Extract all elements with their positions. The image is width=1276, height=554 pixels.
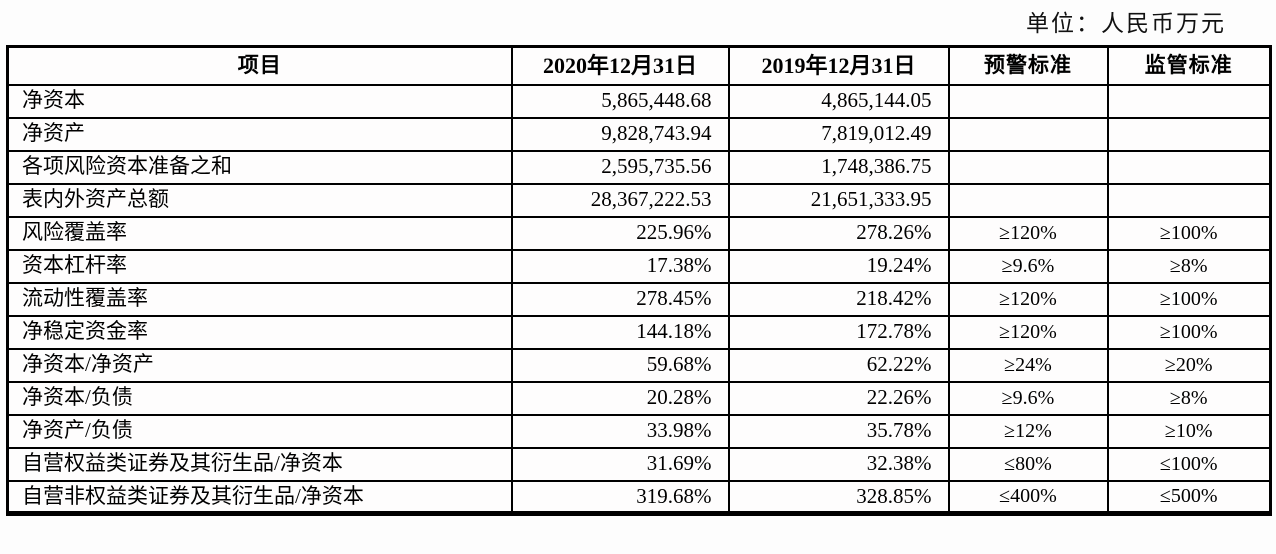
- regulatory-standard-cell: [1106, 149, 1272, 185]
- value-2020-cell: 9,828,743.94: [510, 116, 730, 152]
- item-cell: 各项风险资本准备之和: [6, 149, 513, 185]
- value-2020-cell: 59.68%: [510, 347, 730, 383]
- table-header-row: 项目 2020年12月31日 2019年12月31日 预警标准 监管标准: [6, 45, 1272, 86]
- item-cell: 净资本/负债: [6, 380, 513, 416]
- regulatory-standard-cell: ≥100%: [1106, 281, 1272, 317]
- table-body: 净资本 5,865,448.68 4,865,144.05 净资产 9,828,743.…: [6, 83, 1272, 515]
- item-cell: 资本杠杆率: [6, 248, 513, 284]
- value-2020-cell: 33.98%: [510, 413, 730, 449]
- value-2019-cell: 35.78%: [727, 413, 950, 449]
- table-row: 各项风险资本准备之和 2,595,735.56 1,748,386.75: [6, 149, 1272, 185]
- table-row: 风险覆盖率 225.96% 278.26% ≥120% ≥100%: [6, 215, 1272, 251]
- value-2020-cell: 319.68%: [510, 479, 730, 515]
- header-regulatory-standard: 监管标准: [1106, 45, 1272, 86]
- regulatory-standard-cell: ≥8%: [1106, 248, 1272, 284]
- value-2019-cell: 218.42%: [727, 281, 950, 317]
- value-2020-cell: 20.28%: [510, 380, 730, 416]
- item-cell: 表内外资产总额: [6, 182, 513, 218]
- header-warning-standard: 预警标准: [947, 45, 1109, 86]
- warning-standard-cell: ≥120%: [947, 314, 1109, 350]
- warning-standard-cell: [947, 182, 1109, 218]
- value-2019-cell: 328.85%: [727, 479, 950, 515]
- table-row: 净资本 5,865,448.68 4,865,144.05: [6, 83, 1272, 119]
- item-cell: 净稳定资金率: [6, 314, 513, 350]
- warning-standard-cell: ≤400%: [947, 479, 1109, 515]
- value-2020-cell: 5,865,448.68: [510, 83, 730, 119]
- table-row: 净资产 9,828,743.94 7,819,012.49: [6, 116, 1272, 152]
- item-cell: 净资本: [6, 83, 513, 119]
- value-2020-cell: 225.96%: [510, 215, 730, 251]
- risk-indicator-table: 项目 2020年12月31日 2019年12月31日 预警标准 监管标准 净资本…: [6, 45, 1272, 516]
- value-2019-cell: 4,865,144.05: [727, 83, 950, 119]
- warning-standard-cell: ≥12%: [947, 413, 1109, 449]
- item-cell: 风险覆盖率: [6, 215, 513, 251]
- value-2020-cell: 144.18%: [510, 314, 730, 350]
- table-row: 净资本/净资产 59.68% 62.22% ≥24% ≥20%: [6, 347, 1272, 383]
- warning-standard-cell: ≥9.6%: [947, 380, 1109, 416]
- item-cell: 自营权益类证券及其衍生品/净资本: [6, 446, 513, 482]
- warning-standard-cell: ≥9.6%: [947, 248, 1109, 284]
- table-row: 表内外资产总额 28,367,222.53 21,651,333.95: [6, 182, 1272, 218]
- regulatory-standard-cell: ≤500%: [1106, 479, 1272, 515]
- regulatory-standard-cell: ≥100%: [1106, 314, 1272, 350]
- unit-label: 单位：人民币万元: [1026, 10, 1226, 36]
- regulatory-standard-cell: ≥10%: [1106, 413, 1272, 449]
- value-2020-cell: 31.69%: [510, 446, 730, 482]
- value-2019-cell: 62.22%: [727, 347, 950, 383]
- warning-standard-cell: ≥24%: [947, 347, 1109, 383]
- header-item: 项目: [6, 45, 513, 86]
- value-2020-cell: 2,595,735.56: [510, 149, 730, 185]
- item-cell: 自营非权益类证券及其衍生品/净资本: [6, 479, 513, 515]
- value-2019-cell: 278.26%: [727, 215, 950, 251]
- regulatory-standard-cell: ≥8%: [1106, 380, 1272, 416]
- table-row: 自营非权益类证券及其衍生品/净资本 319.68% 328.85% ≤400% ≤500…: [6, 479, 1272, 515]
- warning-standard-cell: ≥120%: [947, 281, 1109, 317]
- value-2019-cell: 22.26%: [727, 380, 950, 416]
- value-2020-cell: 28,367,222.53: [510, 182, 730, 218]
- regulatory-standard-cell: [1106, 83, 1272, 119]
- value-2019-cell: 21,651,333.95: [727, 182, 950, 218]
- value-2020-cell: 17.38%: [510, 248, 730, 284]
- regulatory-standard-cell: ≥100%: [1106, 215, 1272, 251]
- regulatory-standard-cell: ≤100%: [1106, 446, 1272, 482]
- header-date-2019: 2019年12月31日: [727, 45, 950, 86]
- value-2019-cell: 7,819,012.49: [727, 116, 950, 152]
- table-row: 净稳定资金率 144.18% 172.78% ≥120% ≥100%: [6, 314, 1272, 350]
- table-row: 资本杠杆率 17.38% 19.24% ≥9.6% ≥8%: [6, 248, 1272, 284]
- table-row: 流动性覆盖率 278.45% 218.42% ≥120% ≥100%: [6, 281, 1272, 317]
- value-2019-cell: 172.78%: [727, 314, 950, 350]
- value-2020-cell: 278.45%: [510, 281, 730, 317]
- header-date-2020: 2020年12月31日: [510, 45, 730, 86]
- item-cell: 净资本/净资产: [6, 347, 513, 383]
- warning-standard-cell: [947, 149, 1109, 185]
- regulatory-standard-cell: [1106, 116, 1272, 152]
- item-cell: 净资产: [6, 116, 513, 152]
- value-2019-cell: 32.38%: [727, 446, 950, 482]
- regulatory-standard-cell: ≥20%: [1106, 347, 1272, 383]
- table-row: 净资产/负债 33.98% 35.78% ≥12% ≥10%: [6, 413, 1272, 449]
- value-2019-cell: 19.24%: [727, 248, 950, 284]
- regulatory-standard-cell: [1106, 182, 1272, 218]
- item-cell: 净资产/负债: [6, 413, 513, 449]
- table-row: 自营权益类证券及其衍生品/净资本 31.69% 32.38% ≤80% ≤100%: [6, 446, 1272, 482]
- warning-standard-cell: [947, 116, 1109, 152]
- value-2019-cell: 1,748,386.75: [727, 149, 950, 185]
- warning-standard-cell: ≤80%: [947, 446, 1109, 482]
- table-row: 净资本/负债 20.28% 22.26% ≥9.6% ≥8%: [6, 380, 1272, 416]
- warning-standard-cell: ≥120%: [947, 215, 1109, 251]
- warning-standard-cell: [947, 83, 1109, 119]
- item-cell: 流动性覆盖率: [6, 281, 513, 317]
